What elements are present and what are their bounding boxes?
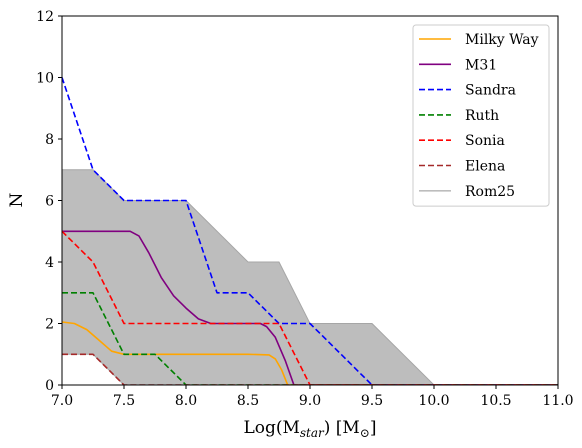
legend-label: Elena	[465, 159, 505, 175]
y-tick-label: 0	[45, 378, 54, 394]
x-tick-label: 8.5	[237, 393, 259, 409]
y-tick-label: 10	[36, 71, 54, 87]
x-tick-label: 9.0	[299, 393, 321, 409]
series-line-sonia	[62, 230, 558, 385]
x-tick-label: 10.5	[480, 393, 511, 409]
y-axis-label: N	[7, 192, 27, 207]
x-axis-label: Log(Mstar) [M⊙]	[243, 418, 376, 440]
plot-area	[62, 77, 558, 385]
legend-label: Sonia	[465, 133, 505, 149]
x-tick-label: 7.5	[113, 393, 135, 409]
legend-label: Ruth	[465, 108, 499, 124]
legend-label: Sandra	[465, 83, 516, 99]
axis-ticks: 7.0 7.5 8.0 8.5 9.0 9.5 10.0 10.5 11.0 0 2 4 6 8 10 12	[36, 9, 573, 409]
legend-label: Rom25	[465, 184, 515, 200]
x-tick-label: 9.5	[361, 393, 383, 409]
legend-label: Milky Way	[465, 32, 539, 48]
legend: Milky Way M31 Sandra Ruth Sonia Elena Rom25	[412, 24, 550, 207]
x-tick-label: 8.0	[175, 393, 197, 409]
x-tick-label: 7.0	[51, 393, 73, 409]
y-tick-label: 2	[45, 317, 54, 333]
y-tick-label: 6	[45, 194, 54, 210]
series-line-sandra	[62, 77, 558, 385]
x-tick-label: 10.0	[418, 393, 449, 409]
y-tick-label: 4	[45, 255, 54, 271]
series-line-m31	[62, 230, 558, 385]
legend-label: M31	[465, 57, 497, 73]
y-tick-label: 12	[36, 9, 54, 25]
x-tick-label: 11.0	[542, 393, 573, 409]
series-line-milky-way	[62, 321, 558, 385]
y-tick-label: 8	[45, 132, 54, 148]
legend-box	[412, 24, 550, 207]
